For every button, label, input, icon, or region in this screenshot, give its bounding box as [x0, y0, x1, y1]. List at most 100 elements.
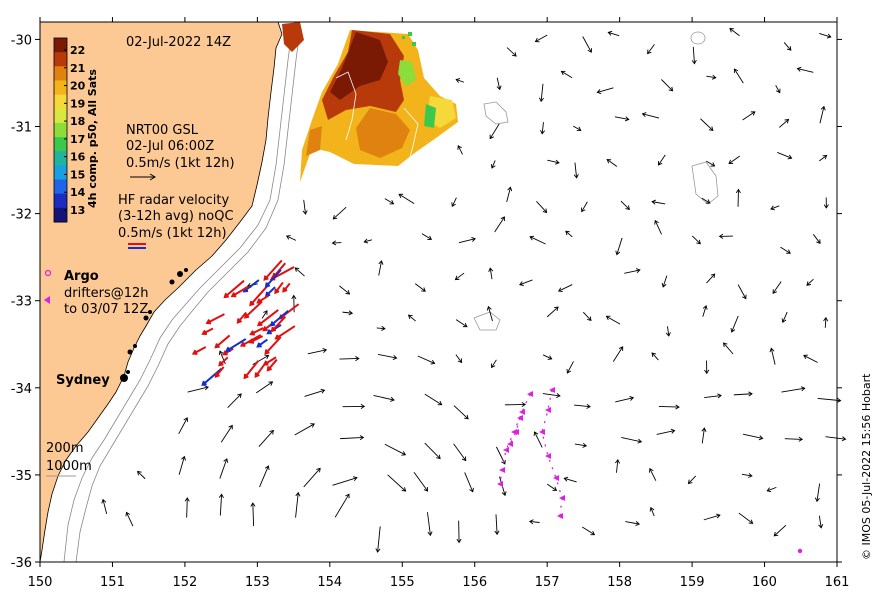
drifter-position — [517, 415, 523, 421]
lon-tick-label: 157 — [535, 575, 560, 590]
gsl-arrow — [542, 354, 552, 360]
hf-arrow-head — [205, 319, 212, 325]
gsl-arrow-head — [670, 428, 676, 434]
gsl-arrow — [574, 404, 591, 408]
hf-arrow-head — [270, 326, 277, 333]
gsl-arrow-head — [491, 363, 496, 369]
gsl-arrow-head — [528, 519, 534, 525]
gsl-arrow-head — [637, 438, 643, 444]
gsl-arrow-head — [401, 451, 407, 456]
gsl-arrow-head — [823, 204, 829, 209]
hf-arrow — [254, 361, 267, 378]
gsl-arrow-head — [320, 388, 326, 394]
drifter-track — [499, 393, 531, 485]
gsl-arrow-head — [728, 159, 734, 165]
gsl-arrow — [651, 352, 659, 361]
lon-tick-label: 161 — [825, 575, 850, 590]
gsl-arrow — [784, 438, 803, 440]
colorbar-label: 4h comp. p50, All Sats — [86, 69, 99, 208]
gsl-arrow-head — [798, 436, 804, 442]
gsl-arrow — [413, 471, 428, 492]
hf-arrow-head — [264, 291, 271, 297]
gsl-arrow-head — [457, 145, 462, 150]
colorbar-tick-label: 16 — [70, 151, 86, 164]
drifter-position — [539, 429, 545, 435]
gsl-arrow-head — [464, 414, 469, 420]
hf-arrow-head — [256, 298, 262, 304]
hf-arrow — [270, 309, 289, 327]
gsl-arrow — [186, 497, 188, 518]
gsl-arrow — [519, 279, 533, 286]
gsl-arrow-head — [704, 369, 710, 375]
gsl-arrow — [495, 514, 498, 535]
gsl-arrow-head — [654, 219, 659, 225]
gsl-arrow-head — [125, 511, 131, 517]
gsl-arrow — [692, 46, 695, 64]
gsl-arrow-head — [310, 423, 315, 428]
gsl-arrow — [582, 311, 592, 321]
drifter-position — [503, 447, 509, 453]
gsl-arrow — [662, 275, 668, 288]
hf-arrow-head — [266, 329, 272, 335]
gsl-arrow-head — [512, 52, 517, 57]
colorbar-tick-label: 13 — [70, 204, 85, 217]
gsl-arrow — [378, 260, 382, 276]
drifter-legend-line3: to 03/07 12Z — [64, 302, 148, 317]
gsl-arrow — [427, 512, 431, 536]
gsl-arrow — [806, 278, 814, 286]
gsl-arrow — [706, 273, 715, 284]
hf-arrow — [265, 269, 282, 288]
gsl-arrow — [667, 326, 670, 337]
lat-tick-label: -31 — [11, 121, 32, 136]
gsl-arrow-head — [748, 519, 754, 524]
gsl-arrow — [606, 159, 618, 167]
gsl-arrow — [706, 75, 716, 79]
gsl-arrow — [384, 198, 394, 205]
hf-arrow — [202, 367, 223, 386]
hf-arrow-head — [236, 318, 242, 324]
gsl-arrow-head — [489, 134, 494, 140]
colorbar-tick-label: 17 — [70, 133, 85, 146]
gsl-arrow-head — [348, 310, 354, 316]
gsl-arrow-head — [691, 59, 697, 65]
gsl-arrow-head — [427, 531, 433, 537]
gsl-arrow-head — [501, 491, 507, 497]
gsl-arrow-head — [494, 530, 500, 536]
gsl-arrow-head — [457, 358, 463, 364]
hf-arrow — [202, 327, 214, 335]
gsl-arrow-head — [614, 459, 621, 464]
gsl-arrow — [658, 154, 666, 166]
colorbar-cell — [54, 193, 67, 209]
lon-axis-labels: 150 151 152 153 154 155 156 157 158 159 160 161 — [28, 575, 850, 590]
gsl-arrow — [770, 348, 776, 365]
gsl-arrow-head — [803, 354, 808, 360]
gsl-arrow — [220, 425, 233, 443]
gsl-arrow-head — [635, 521, 640, 527]
gsl-arrow-head — [355, 356, 360, 362]
gsl-arrow — [706, 160, 715, 167]
hf-arrow — [244, 300, 263, 319]
drifter-position — [527, 391, 533, 397]
gsl-arrow — [304, 389, 325, 397]
gsl-arrow — [772, 281, 782, 294]
gsl-arrow-head — [766, 487, 772, 493]
isobath-200-label: 200m — [46, 441, 83, 456]
gsl-arrow — [691, 235, 701, 245]
colorbar-cell — [54, 38, 67, 53]
gsl-arrow — [625, 521, 640, 525]
hf-arrow — [274, 281, 284, 294]
axis-ticks — [35, 17, 842, 567]
credit-label: © IMOS 05-Jul-2022 15:56 Hobart — [860, 373, 873, 560]
gsl-arrow — [614, 116, 629, 120]
gsl-arrow-head — [665, 332, 671, 337]
drifter-symbol — [44, 296, 50, 304]
gsl-arrow-head — [641, 112, 647, 118]
gsl-arrow-head — [421, 287, 426, 292]
gsl-arrow — [453, 405, 469, 420]
gsl-arrow — [529, 520, 540, 523]
gsl-arrow-head — [649, 506, 655, 512]
hf-arrow — [249, 335, 264, 344]
gsl-arrow-head — [781, 318, 787, 324]
gsl-arrow — [688, 475, 697, 484]
gsl-arrow-head — [223, 458, 229, 463]
